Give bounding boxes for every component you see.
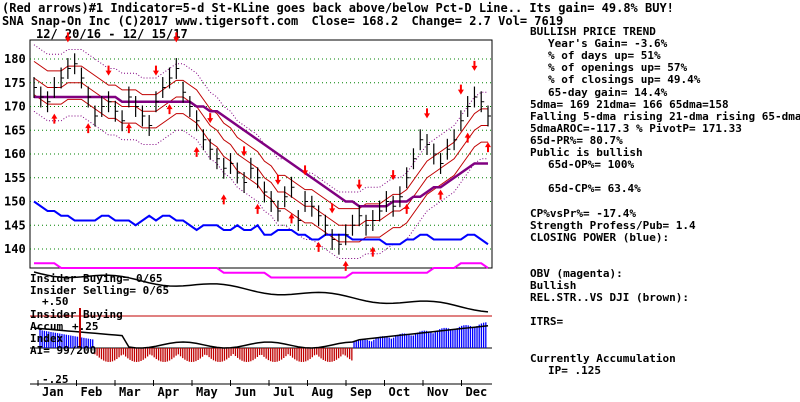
upper-envelope (33, 60, 488, 210)
sell-arrow (173, 32, 180, 43)
buy-arrow (220, 194, 227, 205)
y-tick-label: 150 (4, 195, 26, 209)
accum-minus-25: -.25 (42, 373, 69, 386)
buy-arrow (254, 203, 261, 214)
insider-buying-label: Insider Buying (30, 308, 123, 321)
accum-label: Accum (30, 320, 64, 333)
right-panel-line: Currently Accumulation (530, 351, 676, 365)
change-value: Change= 2.7 (411, 14, 491, 28)
sell-arrow (105, 65, 112, 76)
y-tick-label: 180 (4, 52, 26, 66)
right-panel-line: 65-day gain= 14.4% (548, 85, 668, 99)
buy-arrow (437, 189, 444, 200)
x-tick-label: Jul (273, 385, 295, 399)
right-panel-line: OBV (magenta): (530, 267, 623, 280)
sell-arrow (274, 174, 281, 185)
right-panel-line: CP%vsPr%= -17.4% (530, 206, 636, 220)
right-panel-line: ITRS= (530, 315, 564, 329)
x-tick-label: Apr (158, 385, 180, 399)
y-tick-label: 170 (4, 100, 26, 114)
series-line-65-dma (34, 95, 488, 208)
buy-arrow (342, 260, 349, 271)
x-tick-label: Jan (42, 385, 64, 399)
x-tick-label: Nov (427, 385, 449, 399)
y-tick-label: 145 (4, 218, 26, 232)
right-panel-line: Year's Gain= -3.6% (548, 37, 668, 51)
y-tick-label: 140 (4, 242, 26, 256)
sell-arrow (424, 108, 431, 119)
y-tick-label: 155 (4, 171, 26, 185)
sell-arrow (302, 165, 309, 176)
sell-arrow (152, 65, 159, 76)
right-panel-line: BULLISH PRICE TREND (530, 25, 656, 38)
x-tick-label: Mar (119, 385, 141, 399)
buy-arrow (315, 241, 322, 252)
sell-arrow (471, 60, 478, 71)
right-panel-line: REL.STR..VS DJI (brown): (530, 291, 689, 305)
buy-arrow (125, 123, 132, 134)
buy-arrow (85, 123, 92, 134)
right-panel-line: Falling 5-dma rising 21-dma rising 65-dm… (530, 109, 800, 123)
sell-arrow (207, 113, 214, 124)
x-tick-label: Sep (350, 385, 372, 399)
upper-band (33, 44, 488, 193)
sell-arrow (356, 179, 363, 190)
right-panel-line: 5dma= 169 21dma= 166 65dma=158 (530, 97, 729, 111)
right-panel-line: Public is bullish (530, 146, 643, 159)
ticker-line: SNA Snap-On Inc (C)2017 www.tigersoft.co… (2, 14, 563, 28)
right-panel-line: 65d-OP%= 100% (548, 158, 635, 172)
y-tick-label: 175 (4, 76, 26, 90)
accum-plus-25: +.25 (72, 320, 99, 333)
lower-envelope (33, 94, 488, 243)
accum-index-line (33, 324, 489, 349)
x-tick-label: Jun (235, 385, 257, 399)
sell-arrow (64, 32, 71, 43)
y-tick-label: 160 (4, 147, 26, 161)
x-tick-label: Aug (312, 385, 334, 399)
company-name: Snap-On Inc (30, 14, 111, 28)
sell-arrow (241, 146, 248, 157)
close-value: Close= 168.2 (311, 14, 399, 28)
series-line-obv (34, 262, 489, 279)
buy-arrow (166, 104, 173, 115)
x-tick-label: Oct (389, 385, 411, 399)
x-tick-label: Feb (81, 385, 103, 399)
right-panel-line: 5dmaAROC=-117.3 % PivotP= 171.33 (530, 121, 742, 135)
rel-str-line (33, 271, 489, 313)
index-label: Index (30, 332, 64, 345)
x-tick-label: Dec (466, 385, 488, 399)
x-tick-label: May (196, 385, 218, 399)
right-panel-line: IP= .125 (548, 363, 601, 377)
ai-value: AI= 99/200 (30, 344, 97, 357)
right-panel-line: 65d-CP%= 63.4% (548, 182, 641, 196)
buy-arrow (288, 213, 295, 224)
buy-arrow (369, 246, 376, 257)
buy-arrow (485, 142, 491, 153)
buy-arrow (403, 203, 410, 214)
right-panel-line: Strength Profess/Pub= 1.4 (530, 218, 696, 232)
buy-arrow (464, 132, 471, 143)
copyright: (C)2017 www.tigersoft.com (117, 14, 299, 28)
volume-value: Vol= 7619 (498, 14, 564, 28)
insider-buying: Insider Buying= 0/65 (30, 272, 163, 285)
buy-arrow (193, 146, 200, 157)
y-tick-label: 165 (4, 123, 26, 137)
right-panel-line: % of closings up= 49.4% (548, 73, 701, 87)
date-range: 12/ 20/16 - 12/ 15/17 (36, 27, 188, 41)
right-panel-line: Bullish (530, 279, 577, 293)
right-panel-line: CLOSING POWER (blue): (530, 230, 670, 244)
right-panel-line: % of days up= 51% (548, 49, 661, 63)
buy-arrow (51, 113, 58, 124)
right-panel-line: % of openings up= 57% (548, 61, 688, 75)
insider-selling: Insider Selling= 0/65 (30, 284, 170, 297)
sell-arrow (329, 203, 336, 214)
accum-plus-50: +.50 (42, 295, 69, 308)
indicator-headline: (Red arrows)#1 Indicator=5-d St-KLine go… (2, 1, 674, 15)
sell-arrow (457, 84, 464, 95)
series-line-closing-power (33, 200, 489, 246)
ticker: SNA (2, 14, 24, 28)
sell-arrow (390, 170, 397, 181)
right-panel-line: 65d-PR%= 80.7% (530, 133, 623, 147)
